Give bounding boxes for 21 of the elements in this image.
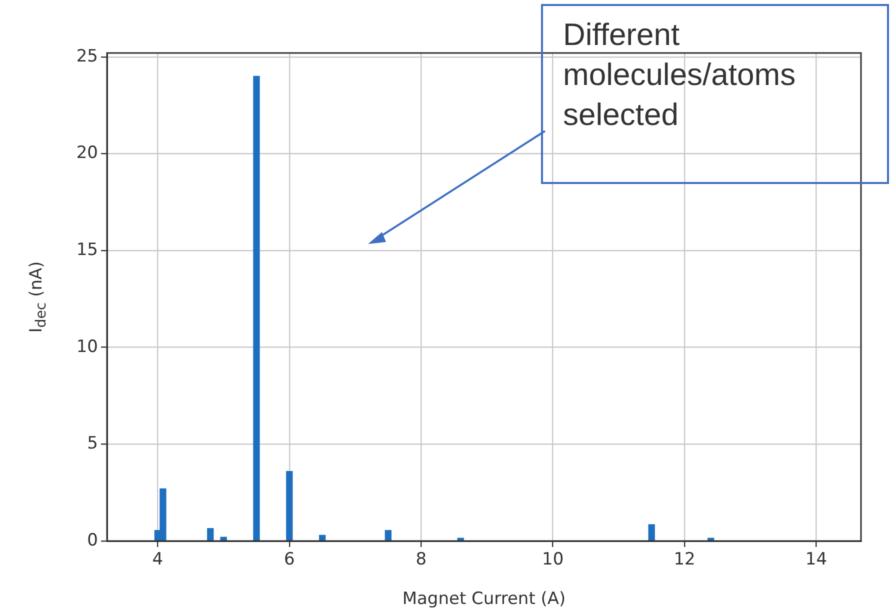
- x-tick-label: 4: [152, 550, 164, 570]
- y-tick-label: 20: [76, 143, 98, 164]
- y-tick-label: 25: [76, 46, 98, 66]
- x-tick-label: 8: [416, 550, 427, 570]
- x-tick-label: 6: [284, 550, 295, 570]
- x-tick-label: 12: [674, 550, 696, 570]
- y-tick-label: 5: [87, 434, 98, 454]
- y-tick-label: 10: [76, 336, 98, 357]
- y-tick-label: 15: [76, 240, 98, 260]
- x-axis-title: Magnet Current (A): [402, 589, 566, 610]
- annotation: Different molecules/atoms selected: [563, 16, 797, 134]
- bar: [648, 524, 655, 541]
- bar: [384, 530, 392, 541]
- bar: [253, 76, 260, 541]
- x-tick-label: 14: [805, 550, 828, 570]
- bar: [207, 528, 214, 541]
- x-tick-label: 10: [542, 550, 564, 570]
- bar: [319, 534, 326, 541]
- y-tick-label: 0: [87, 530, 98, 550]
- bar: [220, 536, 227, 541]
- bar: [286, 470, 293, 541]
